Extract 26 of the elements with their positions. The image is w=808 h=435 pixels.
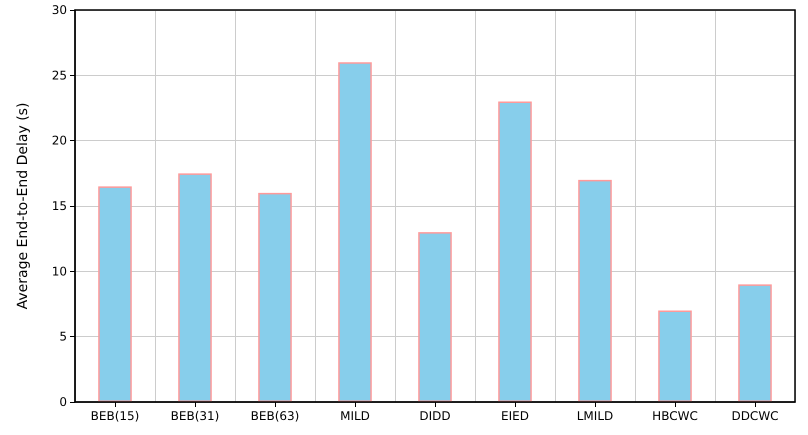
y-tick-label: 10 xyxy=(52,264,67,278)
bar xyxy=(658,310,692,402)
y-tick-label: 5 xyxy=(59,330,67,344)
y-tick-label: 20 xyxy=(52,134,67,148)
bar xyxy=(498,101,532,402)
x-tick-label: MILD xyxy=(340,409,370,423)
x-tick-label: DDCWC xyxy=(731,409,779,423)
bar xyxy=(578,180,612,402)
x-tick-label: BEB(63) xyxy=(250,409,300,423)
y-tick-label: 15 xyxy=(52,199,67,213)
bar xyxy=(178,173,212,402)
x-tick-label: EIED xyxy=(501,409,529,423)
y-tick-label: 0 xyxy=(59,395,67,409)
bar xyxy=(338,62,372,402)
x-tick-label: HBCWC xyxy=(652,409,698,423)
bar xyxy=(738,284,772,402)
y-tick-label: 30 xyxy=(52,3,67,17)
bar xyxy=(98,186,132,402)
y-tick-label: 25 xyxy=(52,68,67,82)
x-tick-label: BEB(31) xyxy=(170,409,220,423)
x-tick-label: BEB(15) xyxy=(90,409,140,423)
x-tick-label: LMILD xyxy=(576,409,614,423)
bar xyxy=(258,192,292,402)
y-axis-title: Average End-to-End Delay (s) xyxy=(15,102,31,310)
x-tick-label: DIDD xyxy=(419,409,451,423)
bar xyxy=(418,232,452,402)
